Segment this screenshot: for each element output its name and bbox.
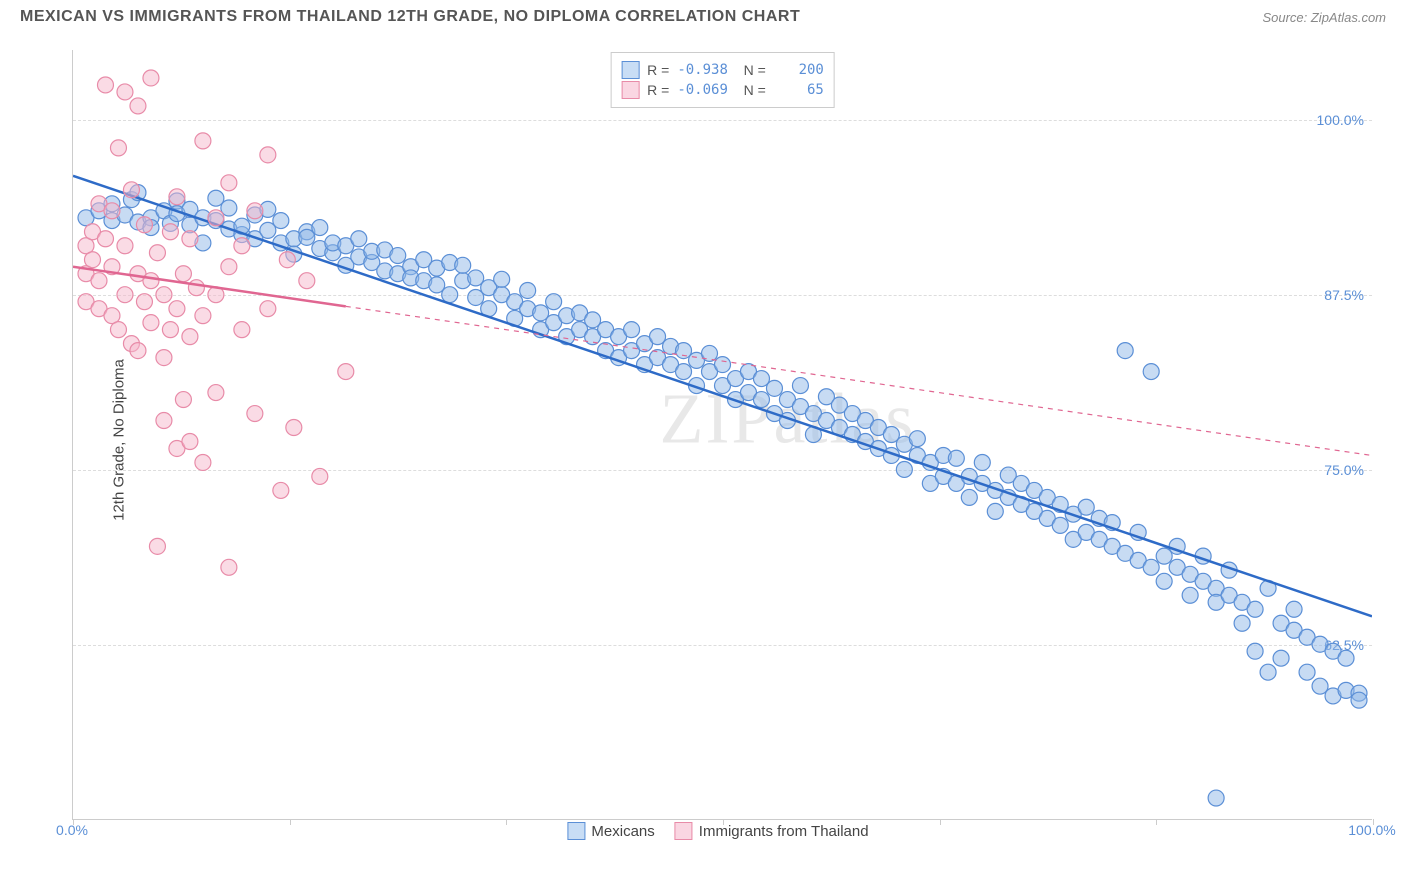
stats-row-2: R = -0.069 N = 65 bbox=[621, 81, 824, 99]
stats-row-1: R = -0.938 N = 200 bbox=[621, 61, 824, 79]
swatch-pink bbox=[621, 81, 639, 99]
stat-r2: -0.069 bbox=[677, 82, 728, 98]
legend-item-1: Mexicans bbox=[567, 822, 654, 840]
stat-n1: 200 bbox=[774, 62, 824, 78]
plot-area: ZIPatlas R = -0.938 N = 200 R = -0.069 N… bbox=[72, 50, 1372, 820]
stat-r-label2: R = bbox=[647, 82, 669, 98]
legend-swatch-pink bbox=[675, 822, 693, 840]
legend-label-2: Immigrants from Thailand bbox=[699, 823, 869, 840]
x-tick-label: 100.0% bbox=[1348, 822, 1395, 838]
source-label: Source: ZipAtlas.com bbox=[1262, 10, 1386, 25]
legend-swatch-blue bbox=[567, 822, 585, 840]
stat-n-label2: N = bbox=[736, 82, 766, 98]
chart-container: 12th Grade, No Diploma ZIPatlas R = -0.9… bbox=[50, 40, 1386, 840]
scatter-svg bbox=[73, 50, 1372, 819]
legend-label-1: Mexicans bbox=[591, 823, 654, 840]
chart-title: MEXICAN VS IMMIGRANTS FROM THAILAND 12TH… bbox=[20, 8, 800, 26]
x-tick-label: 0.0% bbox=[56, 822, 88, 838]
stat-r-label: R = bbox=[647, 62, 669, 78]
swatch-blue bbox=[621, 61, 639, 79]
stat-r1: -0.938 bbox=[677, 62, 728, 78]
stat-n2: 65 bbox=[774, 82, 824, 98]
stat-n-label: N = bbox=[736, 62, 766, 78]
legend-item-2: Immigrants from Thailand bbox=[675, 822, 869, 840]
legend-bottom: Mexicans Immigrants from Thailand bbox=[567, 822, 868, 840]
stats-box: R = -0.938 N = 200 R = -0.069 N = 65 bbox=[610, 52, 835, 108]
